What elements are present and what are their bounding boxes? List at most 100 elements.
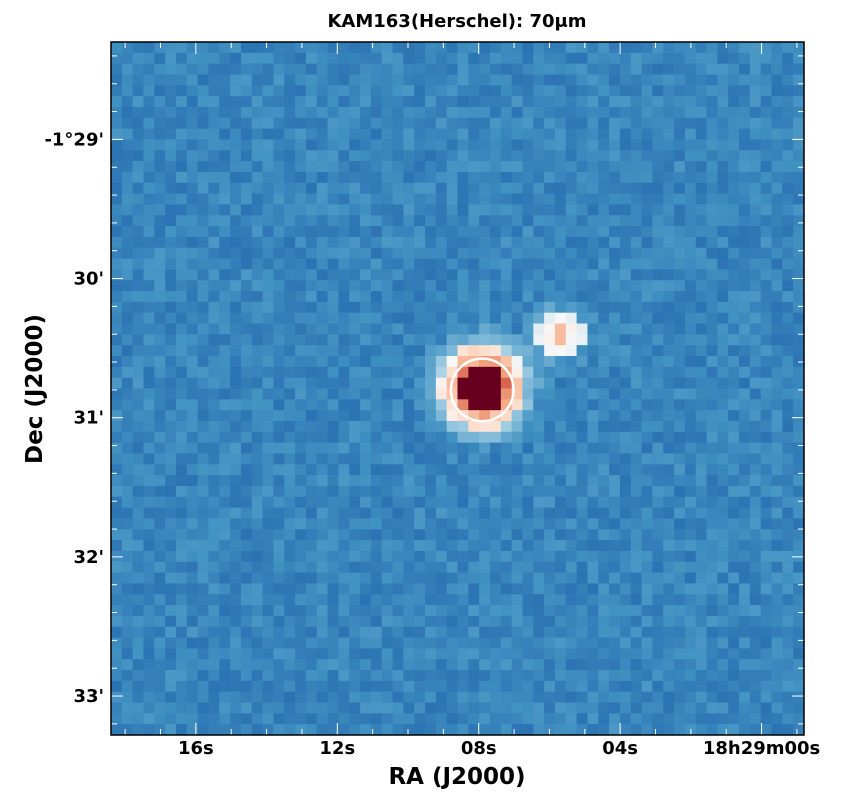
image-pixel (230, 96, 242, 108)
image-pixel (630, 561, 643, 574)
image-pixel (446, 442, 459, 455)
x-axis-label: RA (J2000) (388, 764, 525, 790)
image-pixel (533, 96, 545, 108)
image-pixel (511, 529, 524, 541)
image-pixel (533, 485, 545, 498)
image-pixel (132, 507, 145, 520)
image-pixel (370, 52, 383, 65)
image-pixel (132, 691, 145, 704)
image-pixel (771, 410, 783, 422)
image-pixel (295, 117, 307, 130)
image-pixel (468, 291, 480, 303)
image-pixel (121, 572, 134, 585)
image-pixel (175, 420, 188, 433)
image-pixel (370, 182, 383, 195)
image-pixel (132, 496, 145, 509)
image-pixel (230, 291, 242, 303)
image-pixel (565, 280, 578, 292)
image-pixel (392, 139, 404, 151)
image-pixel (511, 236, 524, 249)
image-pixel (674, 42, 686, 54)
image-pixel (284, 713, 296, 725)
image-pixel (273, 648, 285, 660)
image-pixel (587, 518, 599, 530)
image-pixel (425, 594, 437, 606)
image-pixel (468, 258, 480, 270)
image-pixel (143, 399, 155, 411)
image-pixel (609, 464, 621, 476)
image-pixel (739, 377, 751, 390)
image-pixel (349, 161, 361, 173)
image-pixel (782, 334, 794, 346)
image-pixel (674, 74, 686, 86)
image-pixel (197, 410, 210, 422)
image-pixel (295, 594, 307, 606)
image-pixel (782, 63, 794, 76)
image-pixel (175, 291, 188, 303)
image-pixel (533, 356, 545, 368)
image-pixel (403, 659, 415, 671)
image-pixel (143, 485, 155, 498)
image-pixel (251, 637, 264, 649)
x-tick-label: 08s (461, 738, 497, 759)
image-pixel (619, 496, 632, 509)
image-pixel (284, 312, 296, 325)
image-pixel (533, 150, 545, 162)
image-pixel (652, 572, 664, 585)
image-pixel (468, 724, 480, 735)
image-pixel (598, 96, 610, 108)
image-pixel (587, 215, 599, 227)
image-pixel (479, 485, 491, 498)
image-pixel (316, 366, 329, 379)
image-pixel (295, 583, 307, 595)
image-pixel (295, 713, 307, 725)
image-pixel (641, 117, 654, 130)
image-pixel (609, 496, 621, 509)
image-pixel (468, 139, 480, 151)
image-pixel (295, 410, 307, 422)
image-pixel (782, 572, 794, 585)
image-pixel (468, 182, 480, 195)
image-pixel (165, 550, 177, 563)
image-pixel (533, 572, 545, 585)
image-pixel (370, 605, 383, 617)
image-pixel (609, 269, 621, 281)
image-pixel (609, 680, 621, 693)
image-pixel (565, 399, 578, 411)
image-pixel (186, 713, 199, 725)
image-pixel (111, 52, 123, 65)
image-pixel (425, 182, 437, 195)
image-pixel (273, 388, 285, 400)
image-pixel (175, 182, 188, 195)
image-pixel (522, 356, 534, 368)
image-pixel (619, 594, 632, 606)
image-pixel (295, 215, 307, 227)
image-pixel (208, 572, 220, 585)
image-pixel (695, 63, 708, 76)
image-pixel (338, 345, 350, 357)
image-pixel (262, 594, 275, 606)
y-tick-labels: -1°29'30'31'32'33' (44, 129, 104, 707)
image-pixel (175, 171, 188, 184)
image-pixel (121, 410, 134, 422)
image-pixel (251, 42, 264, 54)
image-pixel (739, 366, 751, 379)
image-pixel (240, 453, 253, 465)
image-pixel (165, 182, 177, 195)
image-pixel (457, 453, 469, 465)
image-pixel (674, 702, 686, 714)
image-pixel (370, 345, 383, 357)
image-pixel (295, 106, 307, 119)
image-pixel (760, 204, 773, 216)
image-pixel (273, 724, 285, 735)
image-pixel (370, 561, 383, 574)
image-pixel (544, 453, 556, 465)
image-pixel (522, 128, 534, 141)
image-pixel (630, 518, 643, 530)
image-pixel (360, 117, 372, 130)
image-pixel (143, 388, 155, 400)
image-pixel (544, 626, 556, 639)
image-pixel (782, 529, 794, 541)
image-pixel (414, 193, 426, 206)
image-pixel (197, 583, 210, 595)
